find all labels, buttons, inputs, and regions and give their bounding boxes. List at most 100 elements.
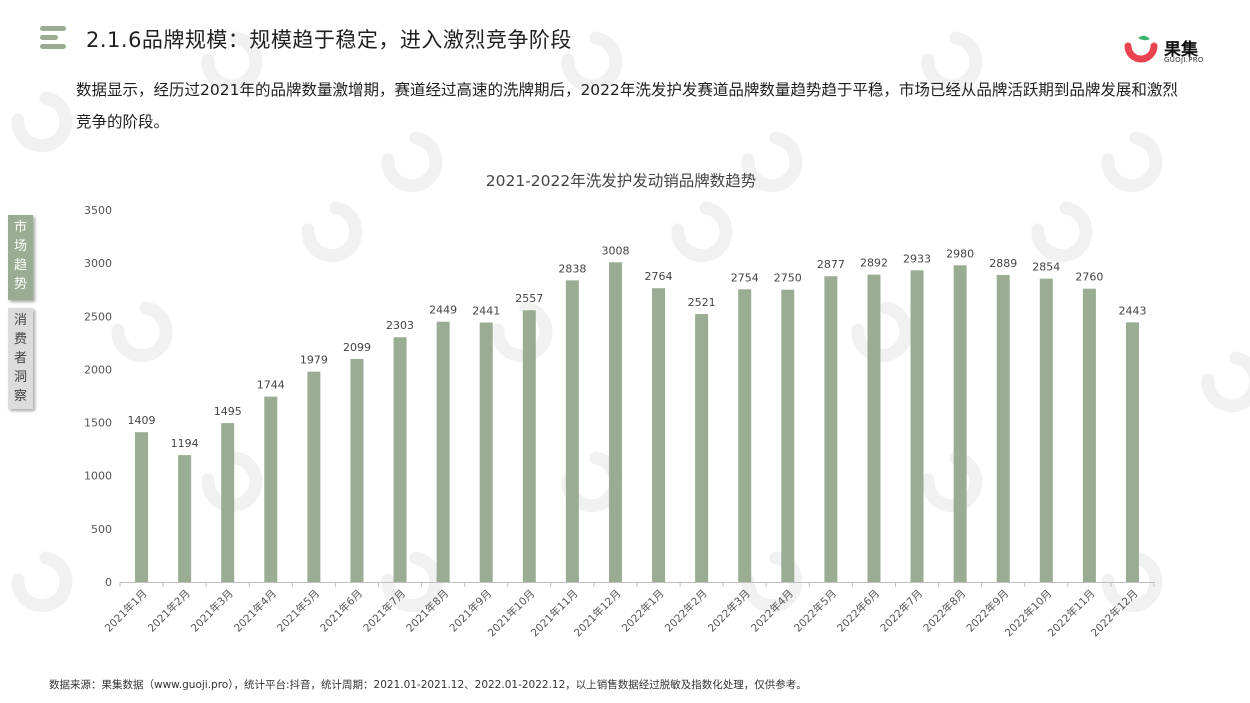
watermark-logo-icon xyxy=(11,551,73,613)
description-text: 数据显示，经历过2021年的品牌数量激增期，赛道经过高速的洗牌期后，2022年洗… xyxy=(76,81,1178,131)
data-source-footnote: 数据来源：果集数据（www.guoji.pro），统计平台:抖音，统计周期：20… xyxy=(49,679,807,691)
watermark-logo-icon xyxy=(1101,551,1163,613)
x-tick-label: 2022年9月 xyxy=(964,587,1012,635)
bar xyxy=(781,289,795,582)
data-label: 1194 xyxy=(171,437,199,450)
x-tick-label: 2022年1月 xyxy=(619,587,667,635)
data-label: 2760 xyxy=(1075,271,1103,284)
watermark-logo-icon xyxy=(111,301,173,363)
x-tick-label: 2022年2月 xyxy=(662,587,710,635)
data-label: 2933 xyxy=(903,252,931,265)
data-label: 1495 xyxy=(214,405,242,418)
data-label: 2099 xyxy=(343,341,371,354)
brand-domain: GUOJI.PRO xyxy=(1164,56,1204,64)
data-label: 2303 xyxy=(386,319,414,332)
bar xyxy=(824,276,838,582)
data-label: 2443 xyxy=(1118,304,1146,317)
watermark-logo-icon xyxy=(381,551,443,613)
watermark-logo-icon xyxy=(1031,201,1093,263)
bar xyxy=(264,396,278,582)
data-label: 2557 xyxy=(515,292,543,305)
bar xyxy=(1039,278,1053,582)
bar xyxy=(738,289,752,582)
watermark-logo-icon xyxy=(921,451,983,513)
x-tick-label: 2021年3月 xyxy=(188,587,236,635)
bar xyxy=(393,337,407,582)
data-label: 2449 xyxy=(429,304,457,317)
bar xyxy=(479,322,493,582)
watermark-logo-icon xyxy=(851,301,913,363)
watermark-logo-icon xyxy=(1101,131,1163,193)
logo-icon xyxy=(1124,35,1158,63)
data-label: 2892 xyxy=(860,257,888,270)
x-tick-label: 2022年7月 xyxy=(877,587,925,635)
brand-name: 果集 xyxy=(1164,40,1198,60)
data-label: 2877 xyxy=(817,258,845,271)
watermark-logo-icon xyxy=(201,451,263,513)
x-tick-label: 2021年1月 xyxy=(102,587,150,635)
menu-icon xyxy=(40,26,66,50)
tab-consumer-insight-label: 消费者洞察 xyxy=(14,313,28,404)
x-tick-label: 2022年3月 xyxy=(705,587,753,635)
watermark-logo-icon xyxy=(381,131,443,193)
watermark-logo-icon xyxy=(301,201,363,263)
bar xyxy=(307,371,321,582)
bar xyxy=(350,358,364,582)
bar xyxy=(608,262,622,582)
bar xyxy=(135,432,149,582)
data-label: 2754 xyxy=(731,271,759,284)
data-label: 1744 xyxy=(257,379,285,392)
bar xyxy=(867,274,881,582)
y-tick-label: 1500 xyxy=(84,417,112,430)
x-tick-label: 2021年9月 xyxy=(447,587,495,635)
brand-logo: 果集 GUOJI.PRO xyxy=(1124,34,1234,68)
data-label: 3008 xyxy=(601,244,629,257)
y-tick-label: 1000 xyxy=(84,470,112,483)
data-label: 1979 xyxy=(300,354,328,367)
x-tick-label: 2022年8月 xyxy=(921,587,969,635)
x-tick-label: 2021年2月 xyxy=(145,587,193,635)
data-label: 2750 xyxy=(774,272,802,285)
y-tick-label: 2500 xyxy=(84,310,112,323)
x-tick-label: 2022年5月 xyxy=(791,587,839,635)
watermark-logo-icon xyxy=(491,301,553,363)
data-label: 2838 xyxy=(558,262,586,275)
y-tick-label: 3000 xyxy=(84,257,112,270)
data-label: 2441 xyxy=(472,305,500,318)
data-label: 2889 xyxy=(989,257,1017,270)
bar xyxy=(652,288,666,582)
bar xyxy=(996,274,1010,582)
bar xyxy=(221,423,235,582)
watermark-logo-icon xyxy=(921,31,983,93)
data-label: 2854 xyxy=(1032,261,1060,274)
y-tick-label: 3500 xyxy=(84,204,112,217)
tab-market-trend[interactable]: 市场趋势 xyxy=(8,215,33,300)
x-tick-label: 2021年5月 xyxy=(274,587,322,635)
x-tick-label: 2021年7月 xyxy=(360,587,408,635)
x-tick-label: 2022年6月 xyxy=(834,587,882,635)
x-tick-label: 2021年4月 xyxy=(231,587,279,635)
bar xyxy=(1125,322,1139,582)
bar xyxy=(178,455,192,582)
bar xyxy=(1082,288,1096,582)
data-label: 2980 xyxy=(946,247,974,260)
chart-title: 2021-2022年洗发护发动销品牌数趋势 xyxy=(486,172,757,190)
bar xyxy=(436,321,450,582)
bar xyxy=(953,265,967,582)
watermark-logo-icon xyxy=(741,131,803,193)
bar xyxy=(522,310,536,582)
tab-consumer-insight[interactable]: 消费者洞察 xyxy=(8,308,33,409)
x-tick-label: 2021年6月 xyxy=(317,587,365,635)
bar xyxy=(695,314,709,582)
x-tick-label: 2021年8月 xyxy=(404,587,452,635)
data-label: 1409 xyxy=(128,414,156,427)
y-tick-label: 500 xyxy=(91,523,112,536)
data-label: 2521 xyxy=(688,296,716,309)
x-tick-label: 2022年4月 xyxy=(748,587,796,635)
data-label: 2764 xyxy=(645,270,673,283)
y-tick-label: 0 xyxy=(105,576,112,589)
bar xyxy=(565,280,579,582)
watermark-logo-icon xyxy=(201,31,263,93)
tab-market-trend-label: 市场趋势 xyxy=(14,220,28,292)
